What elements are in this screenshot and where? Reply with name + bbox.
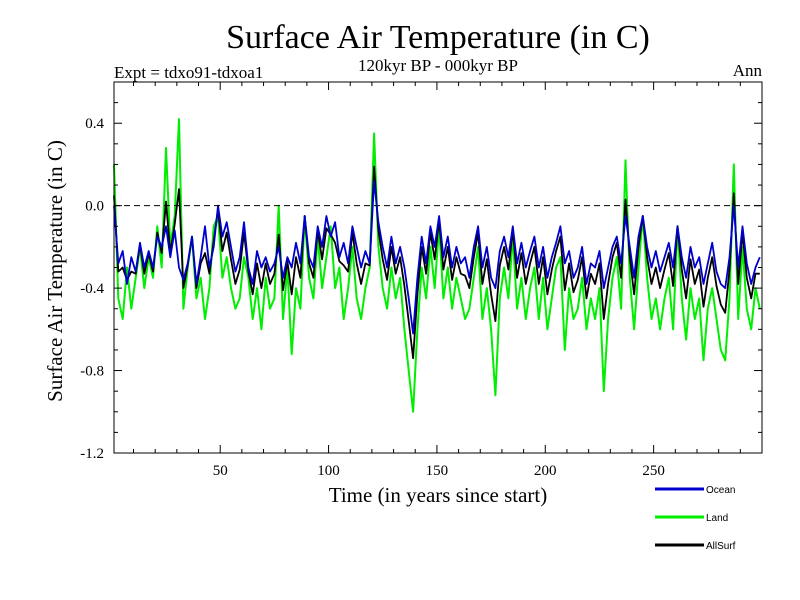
experiment-label: Expt = tdxo91-tdxoa1 xyxy=(114,63,263,82)
y-tick-label: -1.2 xyxy=(80,446,104,462)
y-axis-label: Surface Air Temperature (in C) xyxy=(43,140,67,402)
x-tick-label: 200 xyxy=(534,463,557,479)
chart-title: Surface Air Temperature (in C) xyxy=(226,19,650,56)
legend-label-land: Land xyxy=(706,513,728,524)
x-tick-label: 250 xyxy=(642,463,665,479)
x-axis-label: Time (in years since start) xyxy=(329,483,548,507)
legend-label-allsurf: AllSurf xyxy=(706,541,736,552)
chart-subtitle: 120kyr BP - 000kyr BP xyxy=(358,56,518,75)
x-tick-label: 50 xyxy=(213,463,228,479)
series-line-allsurf xyxy=(113,165,760,360)
series-line-land xyxy=(113,118,761,413)
x-tick-label: 100 xyxy=(317,463,340,479)
y-tick-label: -0.8 xyxy=(80,364,104,380)
ticks-layer: 50 100 150 200 250 -1.2 -0.8 -0.4 0.0 0.4 xyxy=(80,81,762,479)
season-label: Ann xyxy=(733,61,763,80)
x-tick-label: 150 xyxy=(426,463,449,479)
legend: Ocean Land AllSurf xyxy=(655,485,736,552)
y-tick-label: 0.4 xyxy=(85,116,104,132)
y-tick-label: 0.0 xyxy=(85,199,104,215)
legend-label-ocean: Ocean xyxy=(706,485,735,496)
series-layer xyxy=(113,118,761,413)
y-tick-label: -0.4 xyxy=(80,281,104,297)
series-line-ocean xyxy=(113,179,761,335)
plot-area: 50 100 150 200 250 -1.2 -0.8 -0.4 0.0 0.4 xyxy=(80,81,763,479)
